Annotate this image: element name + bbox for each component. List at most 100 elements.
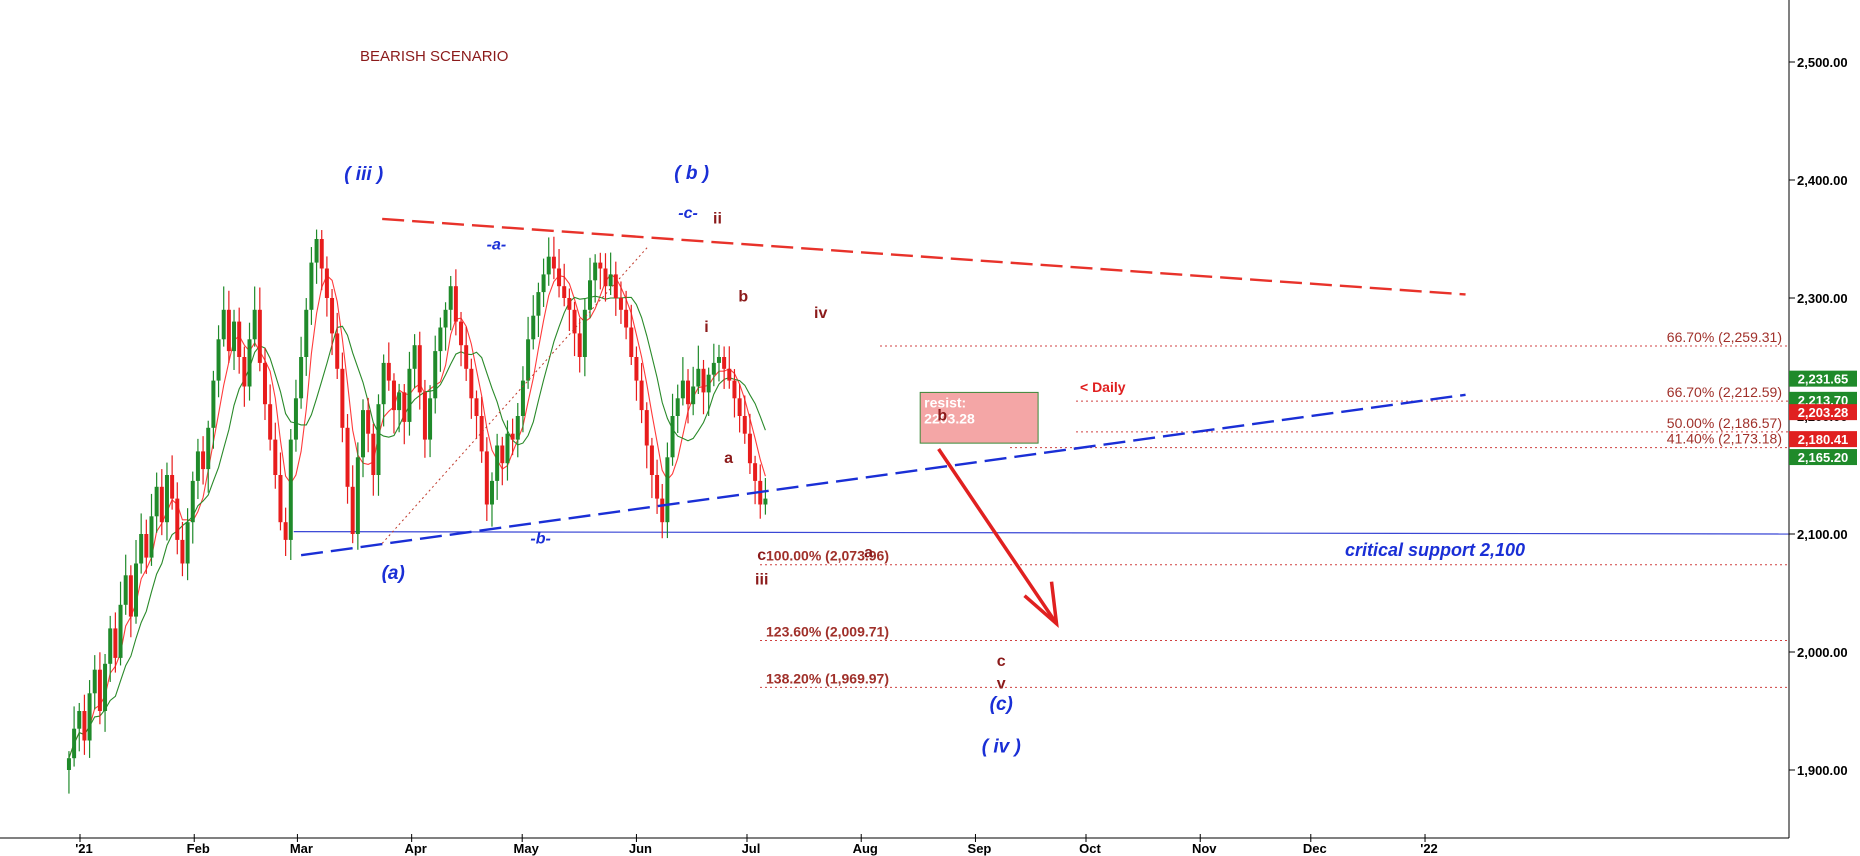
wave-label: (c) <box>990 694 1013 715</box>
candle-body <box>247 339 252 387</box>
price-tick-label: 2,400.00 <box>1797 173 1848 188</box>
price-badge <box>1789 431 1857 448</box>
wave-label: b <box>738 289 748 306</box>
candle-body <box>324 268 329 298</box>
ma-slow-line <box>68 295 766 759</box>
candle-body <box>154 486 159 517</box>
fib-label: 66.70% (2,212.59) <box>1667 384 1782 400</box>
price-tick-label: 2,300.00 <box>1797 291 1848 306</box>
candle-body <box>608 274 613 287</box>
candle-body <box>459 321 464 346</box>
support-line-layer: critical support 2,100 <box>293 531 1790 560</box>
wave-label: ii <box>713 211 722 228</box>
candle-body <box>520 380 525 416</box>
candle-body <box>108 628 113 664</box>
candle-body <box>500 445 505 464</box>
candle-body <box>381 362 386 405</box>
candle-body <box>77 711 82 729</box>
wave-label: -c- <box>678 205 698 222</box>
price-badge-label: 2,231.65 <box>1798 372 1849 387</box>
candle-body <box>391 380 396 411</box>
candle-body <box>237 321 242 357</box>
candle-body <box>577 333 582 357</box>
candle-body <box>221 309 226 340</box>
trendline-dotted <box>381 246 648 544</box>
candle-body <box>747 433 752 464</box>
month-label: Aug <box>853 841 878 856</box>
candle-body <box>649 445 654 475</box>
fib-label: 138.20% (1,969.97) <box>766 670 889 686</box>
candle-body <box>763 498 768 505</box>
wave-label: -a- <box>487 237 507 254</box>
fib-label: 100.00% (2,073.96) <box>766 548 889 564</box>
wave-label: v <box>997 676 1006 693</box>
candle-body <box>283 522 288 540</box>
candle-body <box>546 256 551 275</box>
candle-body <box>706 374 711 393</box>
time-axis: '21 Feb Mar Apr May Jun Jul Aug Sep Oct Nov Dec '22 <box>0 834 1789 856</box>
candle-body <box>118 604 123 658</box>
candle-body <box>376 404 381 475</box>
month-label: Nov <box>1192 841 1217 856</box>
price-badge-label: 2,180.41 <box>1798 432 1849 447</box>
wave-label: iii <box>755 572 768 589</box>
candle-body <box>278 475 283 523</box>
candle-body <box>515 416 520 440</box>
candle-body <box>72 728 77 759</box>
candle-body <box>489 480 494 505</box>
candle-body <box>252 309 257 340</box>
candle-body <box>92 669 97 694</box>
candle-body <box>412 345 417 369</box>
price-tick-label: 2,000.00 <box>1797 645 1848 660</box>
candle-body <box>711 362 716 375</box>
candle-body <box>722 357 727 369</box>
candle-body <box>149 516 154 558</box>
resistance-value: 2203.28 <box>924 410 975 426</box>
candle-body <box>103 663 108 711</box>
candle-body <box>82 711 87 741</box>
candle-body <box>572 309 577 334</box>
candle-body <box>134 563 139 617</box>
month-label: Jun <box>629 841 652 856</box>
candle-body <box>433 351 438 399</box>
resistance-label: resist: <box>924 394 966 410</box>
candle-body <box>361 410 366 458</box>
candle-body <box>670 416 675 458</box>
candle-body <box>680 380 685 399</box>
candle-body <box>314 239 319 263</box>
price-badge-label: 2,213.70 <box>1798 393 1849 408</box>
candle-body <box>170 475 175 499</box>
candle-body <box>742 416 747 434</box>
candle-body <box>293 398 298 440</box>
wave-label: ( iii ) <box>344 164 383 185</box>
month-label: Oct <box>1079 841 1101 856</box>
candle-body <box>422 392 427 440</box>
candle-body <box>206 427 211 470</box>
candle-body <box>665 457 670 523</box>
candle-body <box>257 309 262 363</box>
month-label: Sep <box>968 841 992 856</box>
wave-label: -b- <box>530 530 550 547</box>
candle-body <box>603 268 608 287</box>
candle-body <box>629 327 634 357</box>
candle-body <box>309 262 314 310</box>
candle-body <box>417 345 422 393</box>
candle-body <box>144 534 149 558</box>
candle-body <box>474 398 479 416</box>
wave-label: c <box>757 547 766 564</box>
candle-body <box>624 309 629 328</box>
candlesticks <box>66 229 768 794</box>
candle-body <box>273 439 278 475</box>
candle-body <box>180 539 185 564</box>
candle-body <box>588 280 593 310</box>
candle-body <box>242 357 247 387</box>
projection-arrow <box>937 448 1059 628</box>
price-badge <box>1789 449 1857 466</box>
candle-body <box>536 292 541 316</box>
candle-body <box>123 575 128 605</box>
fib-label: 41.40% (2,173.18) <box>1667 431 1782 447</box>
month-label: Apr <box>404 841 426 856</box>
price-tick-label: 2,100.00 <box>1797 527 1848 542</box>
candle-body <box>526 339 531 381</box>
